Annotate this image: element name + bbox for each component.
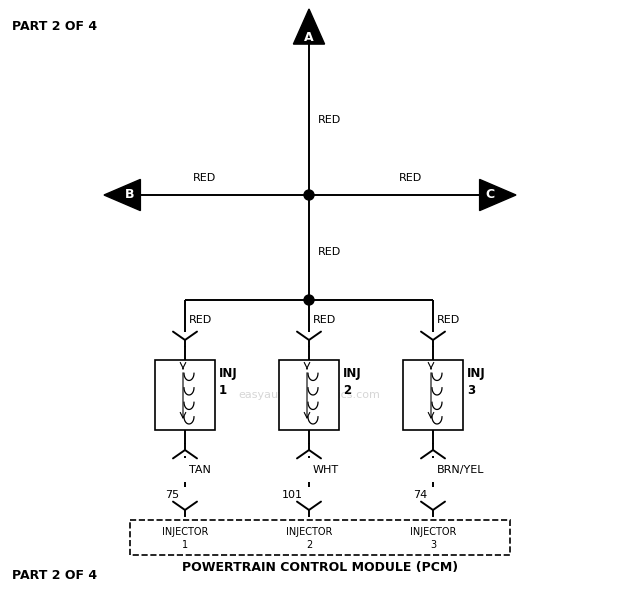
Text: B: B (125, 188, 135, 202)
Text: RED: RED (318, 247, 341, 257)
Text: 3: 3 (430, 540, 436, 550)
Circle shape (304, 295, 314, 305)
Text: 2: 2 (306, 540, 312, 550)
Text: PART 2 OF 4: PART 2 OF 4 (12, 20, 97, 33)
Text: 1: 1 (219, 383, 227, 397)
Text: RED: RED (193, 173, 217, 183)
Text: INJECTOR: INJECTOR (286, 527, 332, 537)
Polygon shape (480, 179, 516, 211)
Text: BRN/YEL: BRN/YEL (437, 465, 485, 475)
Text: A: A (304, 31, 314, 44)
Text: TAN: TAN (189, 465, 211, 475)
Bar (130, 520, 510, 555)
Bar (403, 360, 463, 430)
Text: easyautodiagnostics.com: easyautodiagnostics.com (238, 390, 380, 400)
Text: RED: RED (399, 173, 421, 183)
Text: POWERTRAIN CONTROL MODULE (PCM): POWERTRAIN CONTROL MODULE (PCM) (182, 562, 458, 575)
Text: INJECTOR: INJECTOR (162, 527, 208, 537)
Text: INJ: INJ (343, 367, 362, 380)
Bar (155, 360, 215, 430)
Text: 74: 74 (413, 490, 427, 500)
Polygon shape (294, 9, 324, 44)
Text: C: C (485, 188, 494, 202)
Text: INJ: INJ (467, 367, 486, 380)
Text: PART 2 OF 4: PART 2 OF 4 (12, 569, 97, 582)
Text: RED: RED (189, 315, 212, 325)
Text: INJECTOR: INJECTOR (410, 527, 456, 537)
Text: RED: RED (313, 315, 336, 325)
Text: 3: 3 (467, 383, 475, 397)
Bar (279, 360, 339, 430)
Polygon shape (104, 179, 140, 211)
Text: 75: 75 (165, 490, 179, 500)
Text: INJ: INJ (219, 367, 238, 380)
Text: RED: RED (437, 315, 460, 325)
Text: 101: 101 (282, 490, 303, 500)
Circle shape (304, 190, 314, 200)
Text: 1: 1 (182, 540, 188, 550)
Text: RED: RED (318, 115, 341, 125)
Text: 2: 2 (343, 383, 351, 397)
Text: WHT: WHT (313, 465, 339, 475)
